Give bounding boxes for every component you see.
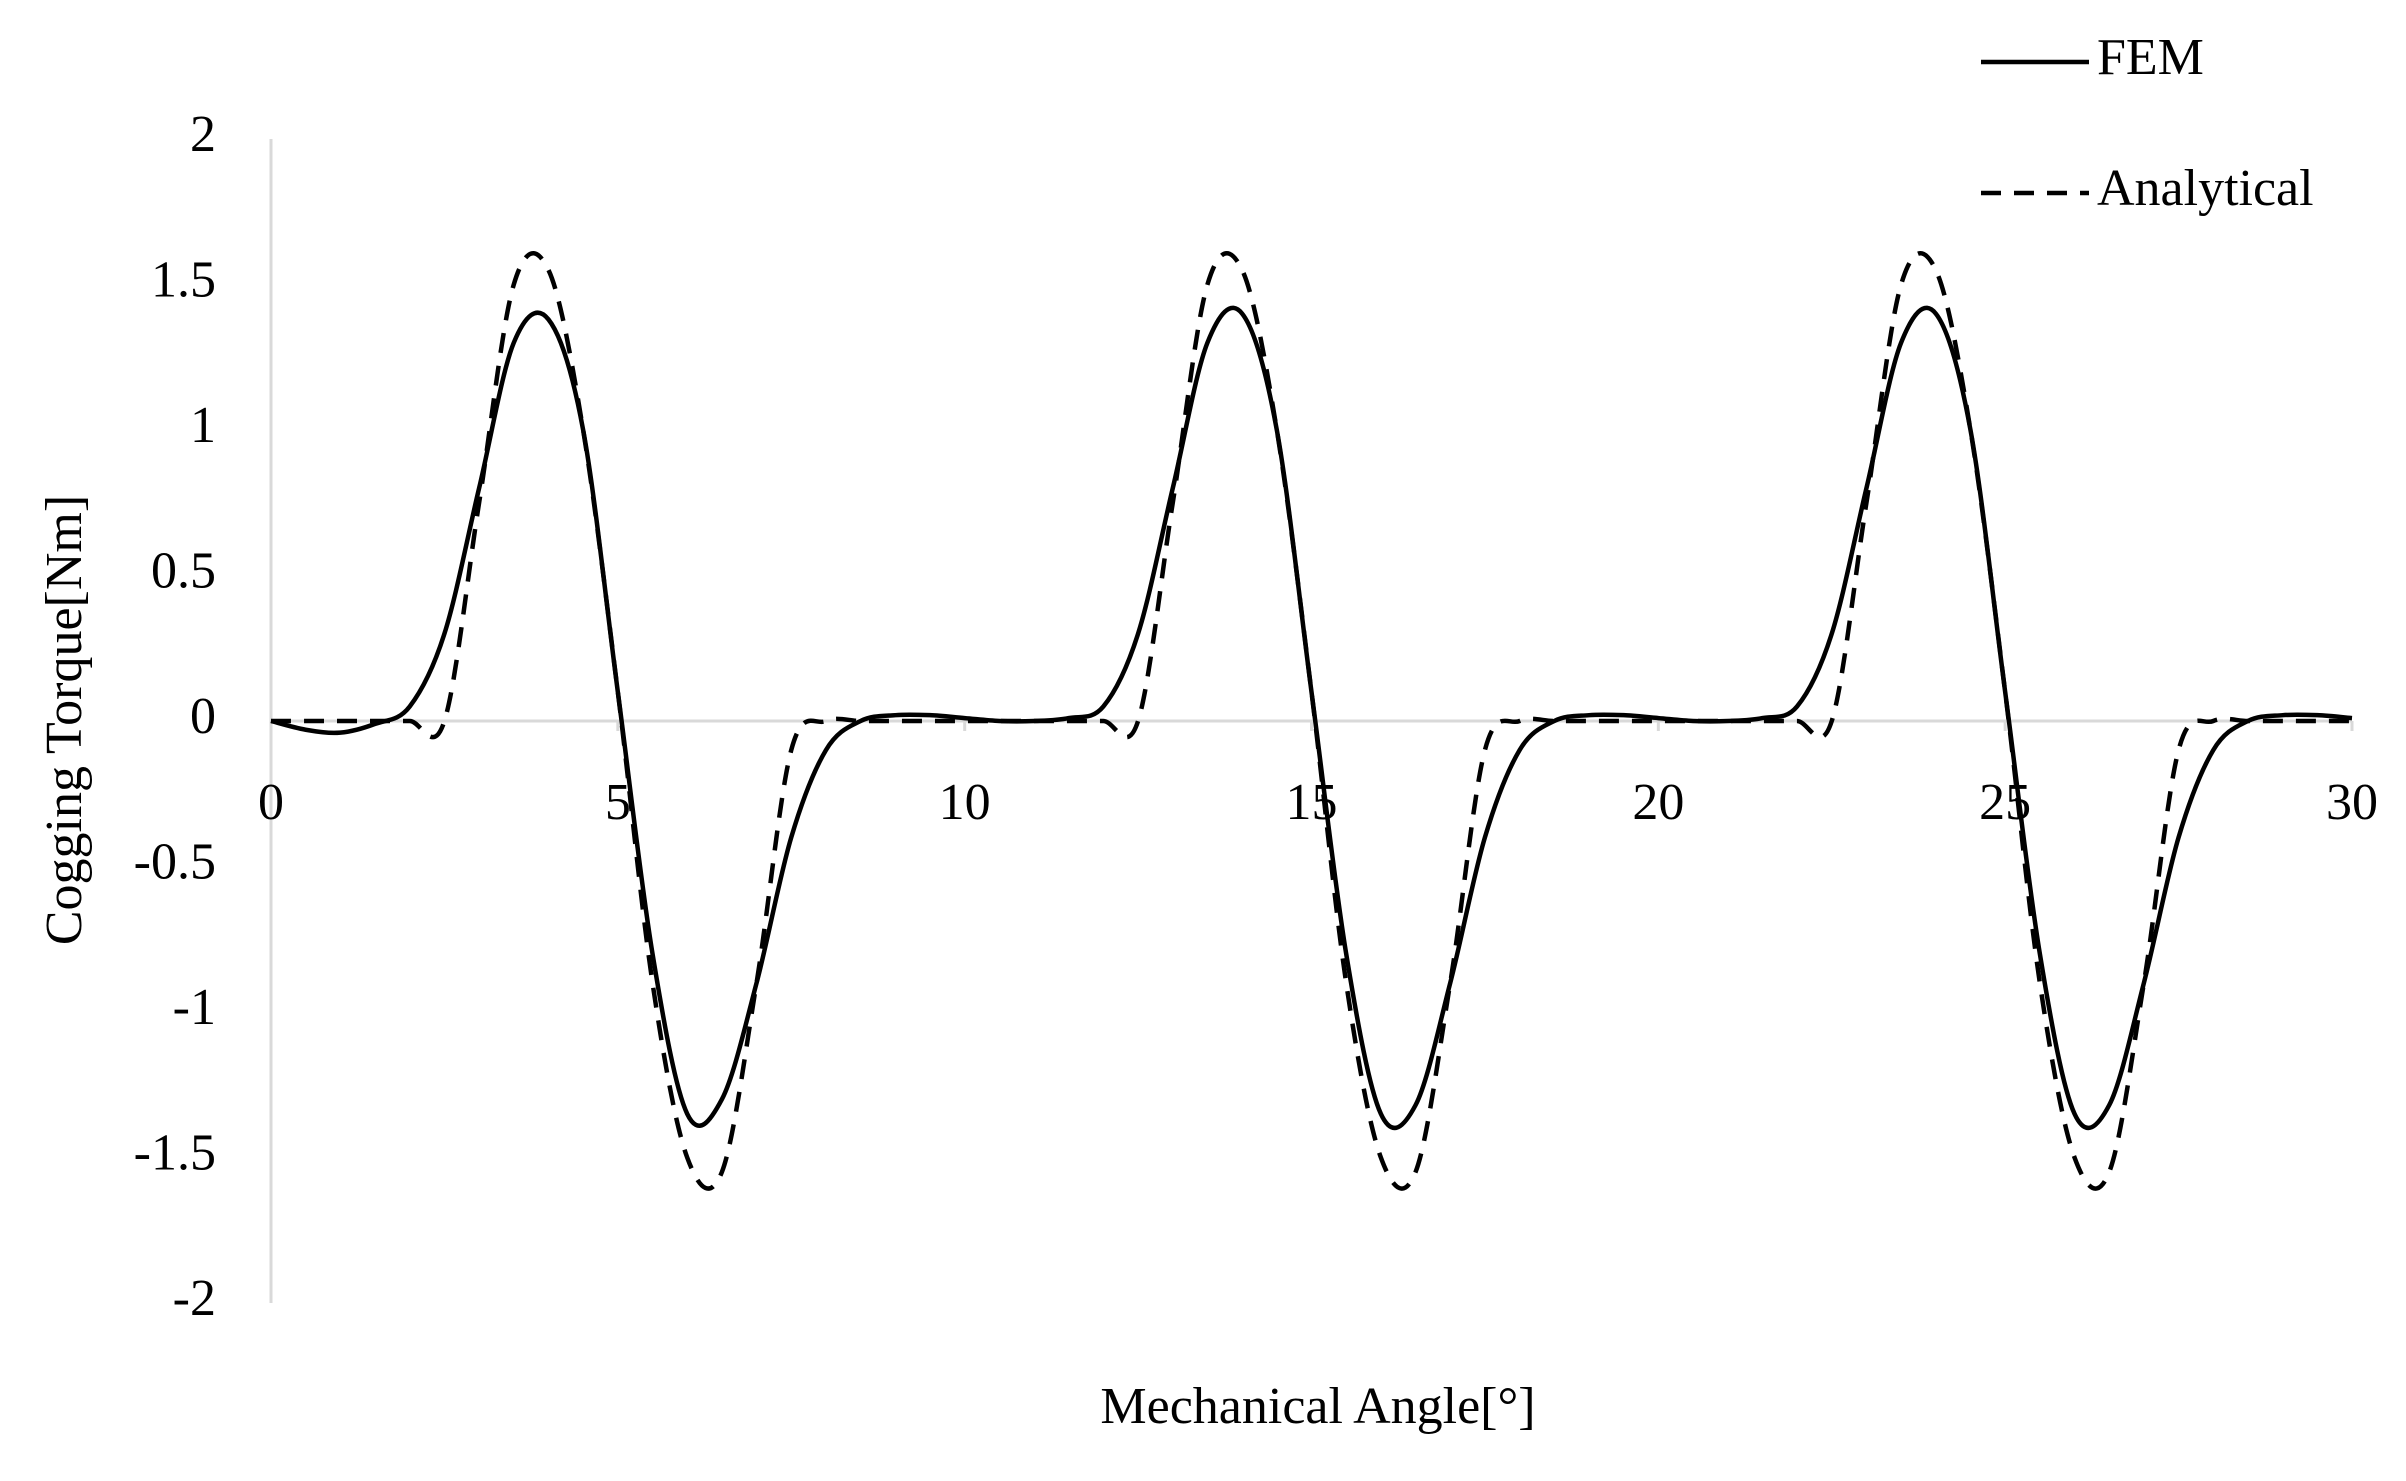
y-axis-title: Cogging Torque[Nm]: [36, 495, 93, 945]
series-line: [270, 305, 2353, 1131]
y-tick-label: -1.5: [134, 1124, 216, 1181]
legend-label: FEM: [2097, 29, 2204, 86]
y-tick-label: -1: [173, 979, 216, 1036]
x-tick-label: 10: [939, 774, 991, 831]
y-tick-label: -0.5: [134, 833, 216, 890]
x-axis-title: Mechanical Angle[°]: [1100, 1378, 1535, 1435]
x-tick-label: 5: [605, 774, 631, 831]
y-tick-label: 0.5: [151, 542, 216, 599]
x-tick-label: 0: [258, 774, 284, 831]
y-tick-label: 1: [190, 397, 216, 454]
y-tick-label: -2: [173, 1270, 216, 1327]
legend-label: Analytical: [2097, 160, 2314, 217]
y-tick-label: 0: [190, 688, 216, 745]
y-tick-label: 1.5: [151, 251, 216, 308]
x-tick-label: 30: [2326, 774, 2378, 831]
y-tick-label: 2: [190, 106, 216, 163]
x-tick-label: 20: [1632, 774, 1684, 831]
